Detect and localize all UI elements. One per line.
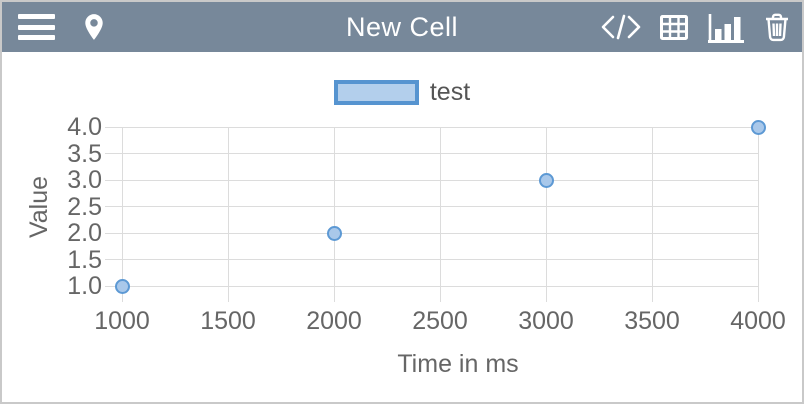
- y-tick-label: 1.0: [67, 272, 102, 300]
- x-tick-label: 3500: [624, 307, 680, 335]
- y-tick-label: 3.5: [67, 139, 102, 168]
- gridline: [105, 153, 758, 154]
- header-actions: [601, 12, 790, 43]
- y-tick-label: 4.0: [67, 113, 102, 141]
- x-tick-label: 3000: [518, 307, 574, 335]
- code-button[interactable]: [601, 14, 641, 40]
- data-point: [326, 225, 342, 241]
- x-tick-label: 1000: [94, 307, 150, 335]
- y-tick-label: 2.5: [67, 192, 102, 221]
- gridline: [757, 127, 759, 302]
- gridline: [227, 127, 229, 302]
- trash-icon: [766, 13, 788, 41]
- gridline: [105, 179, 758, 181]
- data-point: [538, 172, 554, 188]
- location-button[interactable]: [83, 13, 105, 41]
- gridline: [105, 232, 758, 234]
- gridline: [651, 127, 653, 302]
- legend-swatch: [333, 80, 419, 105]
- table-icon: [660, 14, 688, 40]
- code-icon: [601, 14, 641, 40]
- gridline: [105, 126, 758, 128]
- header-bar: New Cell: [2, 2, 802, 52]
- bar-chart-icon: [708, 13, 744, 43]
- x-tick-label: 4000: [730, 307, 786, 335]
- y-tick-label: 3.0: [67, 166, 102, 194]
- gridline: [105, 285, 758, 287]
- y-tick-label: 2.0: [67, 219, 102, 247]
- gridline: [439, 127, 441, 302]
- chart-legend: test: [2, 78, 802, 107]
- location-pin-icon: [85, 14, 103, 40]
- x-tick-label: 2500: [412, 307, 468, 335]
- gridline: [333, 127, 335, 302]
- x-axis-title: Time in ms: [397, 350, 519, 378]
- table-button[interactable]: [660, 14, 688, 40]
- gridline: [105, 259, 758, 260]
- gridline: [105, 206, 758, 207]
- data-point: [750, 119, 766, 135]
- y-tick-label: 1.5: [67, 245, 102, 274]
- data-point: [114, 278, 130, 294]
- bar-chart-button[interactable]: [707, 12, 745, 43]
- chart: test Value Time in ms 4.0 3.5 3.0 2.5 2.0 1.5…: [2, 52, 802, 402]
- x-tick-label: 2000: [306, 307, 362, 335]
- gridline: [545, 127, 547, 302]
- x-tick-label: 1500: [200, 307, 256, 335]
- menu-button[interactable]: [18, 14, 55, 40]
- trash-button[interactable]: [764, 13, 790, 42]
- gridline: [121, 127, 123, 302]
- menu-icon: [18, 14, 55, 40]
- legend-label: test: [429, 78, 471, 106]
